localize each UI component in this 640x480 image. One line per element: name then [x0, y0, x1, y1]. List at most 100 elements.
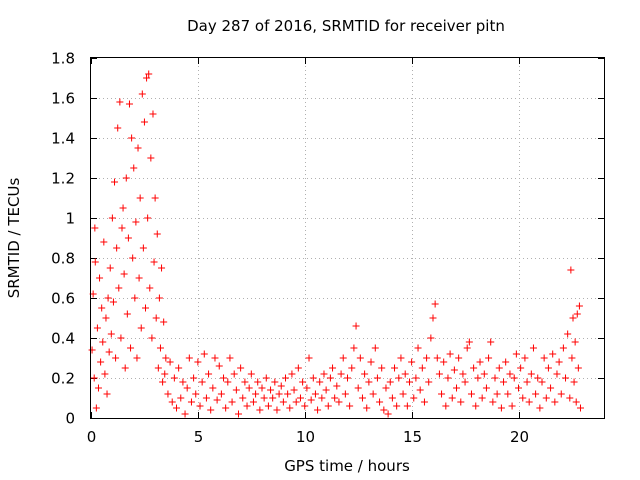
data-point — [425, 378, 433, 386]
data-point — [245, 384, 253, 392]
data-point — [140, 118, 148, 126]
data-point — [391, 364, 399, 372]
axis-ticks — [91, 58, 604, 419]
data-point — [117, 334, 125, 342]
data-point — [547, 384, 555, 392]
data-point — [467, 390, 475, 398]
y-tick-label: 1.2 — [51, 170, 75, 188]
data-point — [91, 224, 99, 232]
grid — [91, 58, 604, 418]
data-point — [142, 304, 150, 312]
y-tick-label: 0.8 — [51, 250, 75, 268]
data-point — [153, 230, 161, 238]
data-point — [575, 302, 583, 310]
data-point — [569, 314, 577, 322]
data-point — [525, 398, 533, 406]
data-point — [405, 378, 413, 386]
data-point — [286, 404, 294, 412]
data-point — [158, 264, 166, 272]
data-point — [403, 402, 411, 410]
data-point — [465, 338, 473, 346]
data-point — [239, 394, 247, 402]
data-point — [549, 350, 557, 358]
data-point — [564, 330, 572, 338]
data-point — [260, 394, 268, 402]
data-point — [427, 334, 435, 342]
data-point — [573, 310, 581, 318]
data-point — [450, 366, 458, 374]
data-point — [356, 354, 364, 362]
data-point — [478, 394, 486, 402]
data-point — [173, 404, 180, 412]
data-point — [118, 224, 126, 232]
data-point — [470, 364, 478, 372]
data-point — [185, 354, 193, 362]
data-point — [329, 364, 337, 372]
data-points — [88, 70, 584, 418]
data-point — [386, 378, 394, 386]
data-point — [290, 386, 298, 394]
data-point — [205, 370, 213, 378]
data-point — [504, 390, 512, 398]
data-point — [388, 394, 396, 402]
data-point — [341, 390, 349, 398]
data-point — [282, 374, 290, 382]
data-point — [553, 370, 561, 378]
data-point — [139, 244, 147, 252]
data-point — [572, 398, 580, 406]
data-point — [122, 174, 130, 182]
data-point — [116, 98, 124, 106]
data-point — [292, 398, 300, 406]
data-point — [354, 384, 362, 392]
data-point — [269, 394, 277, 402]
data-point — [399, 390, 407, 398]
data-point — [380, 406, 388, 414]
data-point — [442, 402, 450, 410]
data-point — [192, 390, 200, 398]
data-point — [262, 374, 270, 382]
data-point — [147, 154, 155, 162]
data-point — [358, 394, 366, 402]
y-tick-label: 1.8 — [51, 50, 75, 68]
data-point — [249, 398, 257, 406]
data-point — [457, 398, 465, 406]
data-point — [296, 394, 304, 402]
data-point — [111, 178, 119, 186]
data-point — [162, 354, 170, 362]
data-point — [510, 374, 518, 382]
data-point — [152, 314, 160, 322]
data-point — [273, 406, 281, 414]
data-point — [96, 274, 104, 282]
data-point — [393, 402, 401, 410]
data-point — [301, 402, 309, 410]
y-tick-label: 1 — [65, 210, 75, 228]
data-point — [373, 374, 381, 382]
data-point — [429, 314, 437, 322]
data-point — [472, 402, 480, 410]
data-point — [190, 374, 198, 382]
data-point — [207, 406, 215, 414]
data-point — [506, 370, 514, 378]
data-point — [183, 384, 191, 392]
data-point — [135, 274, 143, 282]
data-point — [485, 354, 493, 362]
data-point — [160, 318, 168, 326]
data-point — [217, 390, 225, 398]
data-point — [455, 354, 463, 362]
data-point — [151, 194, 159, 202]
y-tick-labels: 0 0.2 0.4 0.6 0.8 1 1.2 1.4 1.6 1.8 — [51, 50, 75, 428]
data-point — [408, 358, 416, 366]
data-point — [331, 394, 339, 402]
data-point — [570, 378, 578, 386]
data-point — [128, 134, 136, 142]
data-point — [344, 374, 351, 382]
data-point — [534, 374, 542, 382]
x-tick-label: 15 — [403, 428, 422, 446]
data-point — [134, 144, 142, 152]
data-point — [435, 370, 443, 378]
data-point — [448, 394, 456, 402]
data-point — [395, 374, 403, 382]
data-point — [181, 410, 189, 418]
data-point — [416, 386, 424, 394]
